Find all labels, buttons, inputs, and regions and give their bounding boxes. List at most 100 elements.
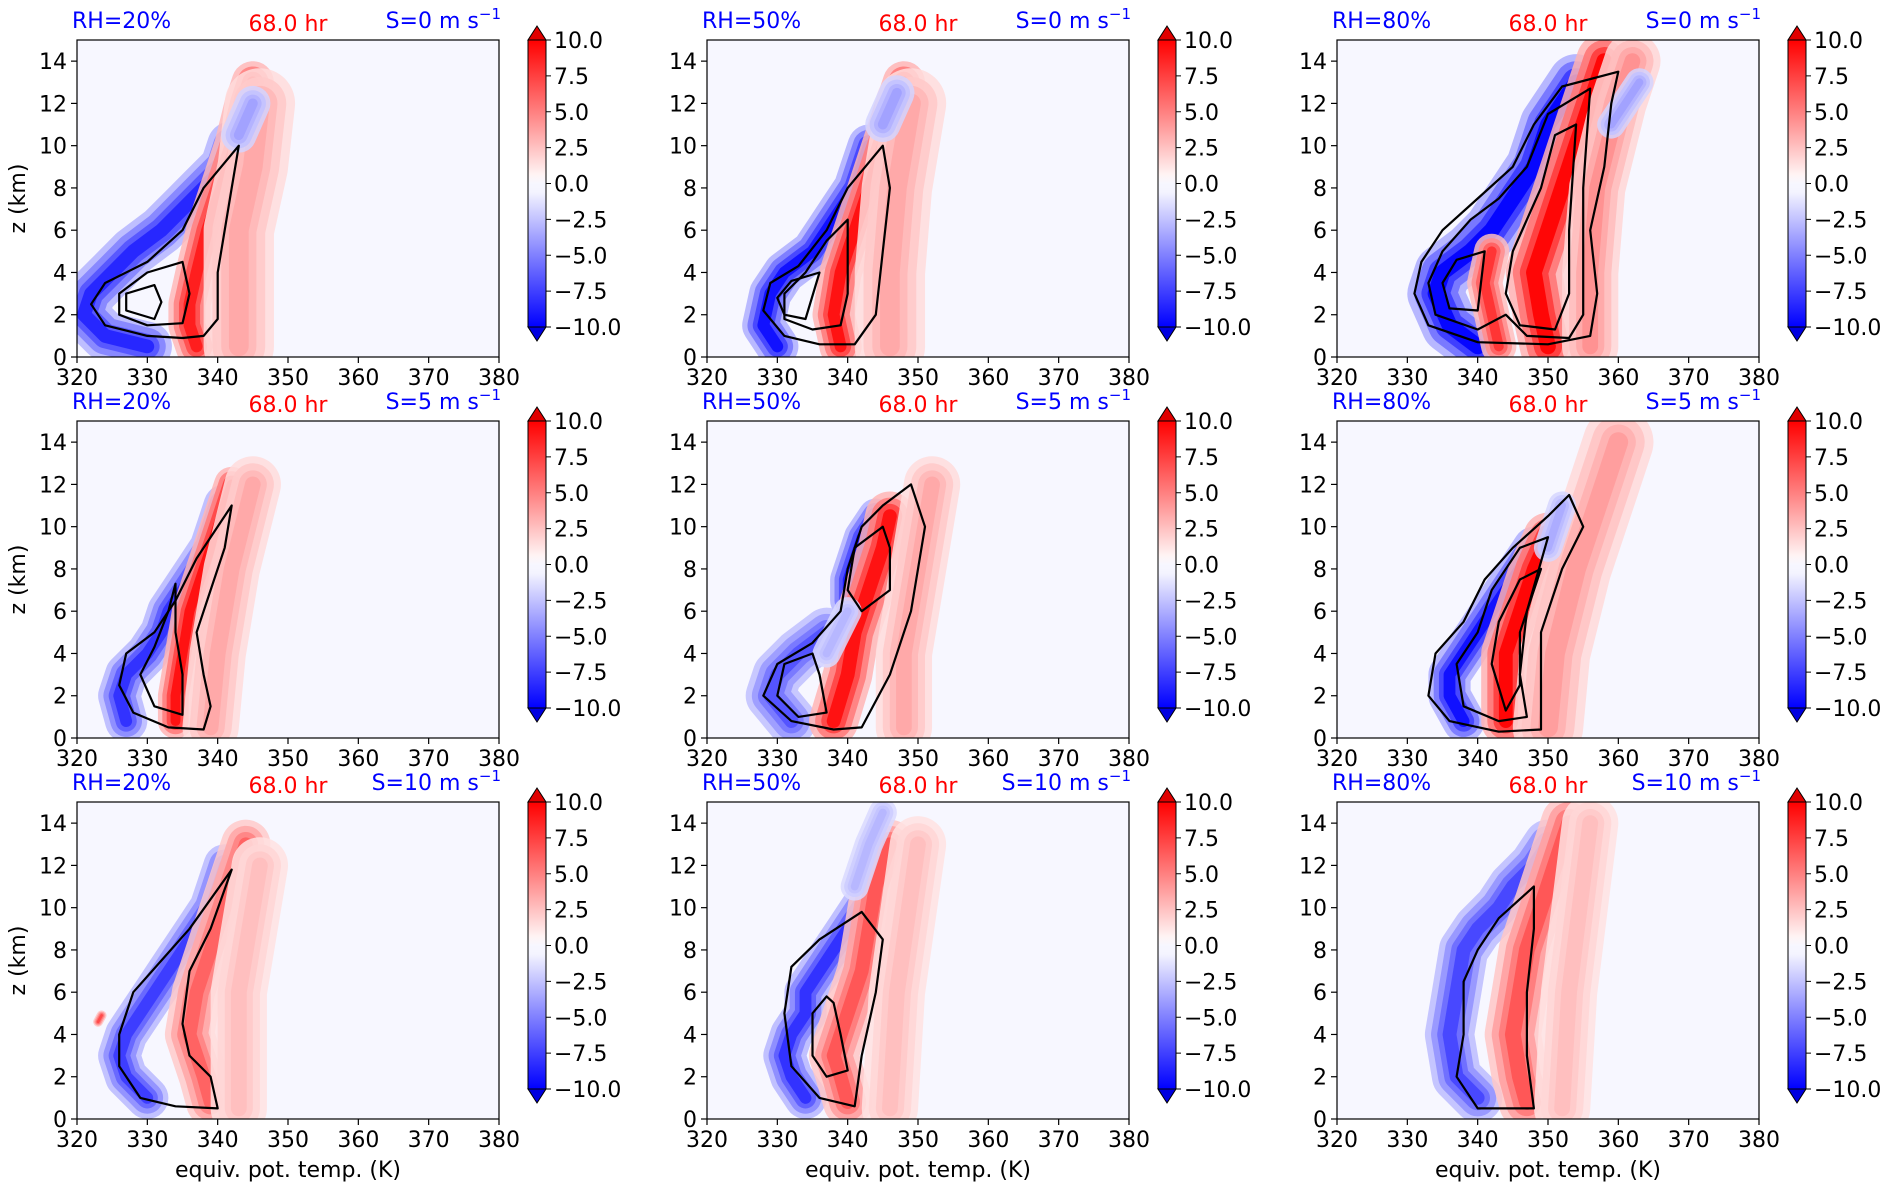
colorbar-tick-label: −5.0 <box>1814 625 1867 650</box>
x-tick-label: 380 <box>478 366 520 391</box>
x-tick-label: 370 <box>1668 747 1710 772</box>
y-tick-label: 8 <box>683 939 697 964</box>
colorbar-tick-label: −7.5 <box>1184 1042 1237 1067</box>
colorbar-tick-label: −10.0 <box>1184 316 1251 341</box>
colorbar-tick-label: −5.0 <box>1814 1006 1867 1031</box>
colorbar-tick-label: 10.0 <box>1184 29 1233 54</box>
colorbar-tick-label: −7.5 <box>1814 280 1867 305</box>
title-right-main: S=0 m s <box>386 9 479 34</box>
y-tick-label: 12 <box>1299 92 1327 117</box>
title-right-exponent: −1 <box>479 5 501 23</box>
x-tick-label: 380 <box>1738 747 1780 772</box>
title-right-exponent: −1 <box>1739 5 1761 23</box>
x-tick-label: 370 <box>408 366 450 391</box>
colorbar <box>1157 39 1177 328</box>
panel-title-center: 68.0 hr <box>1509 12 1589 37</box>
panel-title-left: RH=20% <box>72 9 171 34</box>
x-tick-label: 380 <box>1108 747 1150 772</box>
x-tick-label: 350 <box>267 747 309 772</box>
y-tick-label: 12 <box>1299 854 1327 879</box>
y-tick-label: 14 <box>39 812 67 837</box>
colorbar-tick-label: 5.0 <box>1814 101 1849 126</box>
y-tick-label: 6 <box>683 600 697 625</box>
plot-background <box>77 802 499 1119</box>
positive-anomaly-band <box>1498 530 1555 728</box>
colorbar-tick-label: 10.0 <box>1184 791 1233 816</box>
positive-anomaly-band <box>202 476 261 736</box>
x-tick-label: 320 <box>1316 366 1358 391</box>
panel-title-left: RH=50% <box>702 771 801 796</box>
x-tick-label: 340 <box>827 747 869 772</box>
panel-title-left: RH=20% <box>72 771 171 796</box>
y-tick-label: 12 <box>39 473 67 498</box>
colorbar-tick-label: 2.5 <box>1184 518 1219 543</box>
positive-anomaly-band <box>880 93 921 357</box>
title-right-main: S=5 m s <box>1016 390 1109 415</box>
colorbar-tick-label: −10.0 <box>1814 697 1881 722</box>
title-right-main: S=0 m s <box>1016 9 1109 34</box>
contour-line <box>811 995 849 1078</box>
contour-line <box>846 525 891 613</box>
colorbar-tick-label: 2.5 <box>1814 137 1849 162</box>
negative-anomaly-band <box>1544 501 1567 552</box>
y-tick-label: 6 <box>53 600 67 625</box>
y-tick-label: 2 <box>53 304 67 329</box>
panel-title-left: RH=80% <box>1332 771 1431 796</box>
y-tick-label: 10 <box>1299 135 1327 160</box>
x-tick-label: 370 <box>408 747 450 772</box>
negative-anomaly-band <box>1607 78 1644 129</box>
colorbar-tick-label: −10.0 <box>554 697 621 722</box>
contour-line <box>783 218 849 331</box>
colorbar-tick-label: 5.0 <box>554 482 589 507</box>
panel-title-right: S=5 m s−1 <box>386 386 501 415</box>
colorbar-extend-max <box>527 25 547 41</box>
colorbar-tick-label: 7.5 <box>1184 65 1219 90</box>
panel-title-right: S=5 m s−1 <box>1646 386 1761 415</box>
x-tick-label: 360 <box>337 747 379 772</box>
panel-title-left: RH=80% <box>1332 9 1431 34</box>
y-tick-label: 4 <box>53 1023 67 1048</box>
panel-title-center: 68.0 hr <box>879 774 959 799</box>
colorbar-tick-label: −7.5 <box>554 1042 607 1067</box>
colorbar-tick-label: −5.0 <box>554 244 607 269</box>
y-tick-label: 4 <box>683 642 697 667</box>
colorbar-tick-label: −10.0 <box>1184 697 1251 722</box>
contour-line <box>1455 536 1550 723</box>
colorbar-tick-label: 10.0 <box>554 791 603 816</box>
y-tick-label: 0 <box>53 727 67 752</box>
x-tick-label: 330 <box>756 747 798 772</box>
positive-anomaly-band <box>230 857 268 1117</box>
x-tick-label: 380 <box>1108 366 1150 391</box>
colorbar-extend-max <box>1787 406 1807 422</box>
x-tick-label: 340 <box>1457 747 1499 772</box>
positive-anomaly-band <box>1554 815 1599 1117</box>
x-tick-label: 380 <box>478 747 520 772</box>
title-right-exponent: −1 <box>1109 386 1131 404</box>
y-tick-label: 14 <box>669 812 697 837</box>
colorbar-tick-label: −7.5 <box>1814 1042 1867 1067</box>
colorbar-extend-min <box>1787 326 1807 342</box>
x-tick-label: 330 <box>126 747 168 772</box>
x-tick-label: 330 <box>1386 747 1428 772</box>
x-tick-label: 360 <box>337 366 379 391</box>
y-tick-label: 0 <box>53 1108 67 1133</box>
title-right-main: S=10 m s <box>372 771 479 796</box>
colorbar-tick-label: −7.5 <box>1184 280 1237 305</box>
shading-layer <box>745 456 961 738</box>
contour-line <box>762 144 891 346</box>
y-tick-label: 10 <box>39 897 67 922</box>
title-right-exponent: −1 <box>1739 767 1761 785</box>
x-tick-label: 320 <box>1316 747 1358 772</box>
panel-1: 320 330 340 350 360 370 380 0 2 4 6 8 10 12 14 z (km) RH… <box>6 5 621 391</box>
shading-layer <box>1427 421 1654 738</box>
y-axis-label: z (km) <box>6 164 31 234</box>
negative-anomaly-band <box>850 808 887 891</box>
colorbar-tick-label: −7.5 <box>1184 661 1237 686</box>
colorbar-tick-label: 10.0 <box>1814 410 1863 435</box>
colorbar-tick-label: 5.0 <box>1814 863 1849 888</box>
x-tick-label: 370 <box>1038 747 1080 772</box>
y-tick-label: 14 <box>39 50 67 75</box>
contour-line <box>1427 87 1592 340</box>
colorbar <box>1787 801 1807 1090</box>
